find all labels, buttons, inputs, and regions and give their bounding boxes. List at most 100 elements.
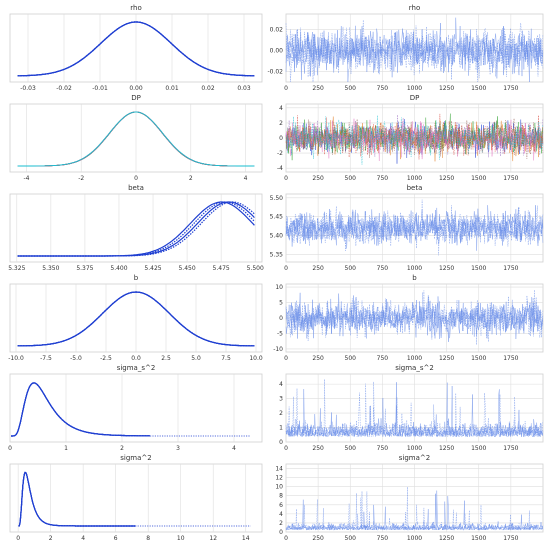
x-tick-label: 0: [284, 85, 288, 92]
panel-dp-trace: DP 0 250 500 750 1000 1250 1500 1750 -4 -2 0 2 4: [277, 94, 544, 182]
x-tick-label: 6: [114, 535, 118, 542]
x-tick-label: 1750: [503, 85, 518, 92]
x-tick-label: 10: [177, 535, 185, 542]
x-tick-label: -10.0: [8, 355, 24, 362]
y-tick-label: 12: [275, 475, 283, 482]
x-tick-label: -7.5: [40, 355, 52, 362]
x-tick-label: 0: [284, 175, 288, 182]
x-tick-label: 500: [345, 175, 357, 182]
panel-title: rho: [409, 4, 420, 12]
y-tick-label: 10: [275, 284, 283, 291]
panel-title: sigma^2: [120, 454, 151, 462]
chain-trace-line: [285, 114, 544, 158]
y-tick-label: 0.02: [270, 27, 284, 34]
panel-title: b: [134, 274, 139, 282]
x-tick-label: 5.400: [110, 265, 127, 272]
chain-trace-line: [285, 113, 544, 160]
chain-trace-line: [285, 379, 544, 438]
chain-trace-line: [285, 199, 544, 249]
chain-trace-line: [285, 493, 544, 531]
chain-density-line: [17, 111, 255, 167]
panel-title: beta: [407, 184, 423, 192]
y-tick-label: -5: [277, 330, 283, 337]
panel-title: b: [412, 274, 417, 282]
x-tick-label: 1250: [439, 355, 454, 362]
y-tick-label: 2: [279, 120, 283, 127]
x-tick-label: 3: [176, 445, 180, 452]
chain-trace-line: [285, 493, 544, 531]
y-tick-label: 0: [279, 439, 283, 446]
x-tick-label: 1500: [471, 85, 486, 92]
x-tick-label: 0.0: [131, 355, 141, 362]
panel-title: DP: [131, 94, 141, 102]
y-tick-label: 4: [279, 511, 283, 518]
x-tick-label: 0: [16, 535, 20, 542]
chain-trace-line: [285, 19, 544, 83]
panel-title: sigma_s^2: [395, 364, 434, 372]
y-tick-label: 0: [279, 135, 283, 142]
x-tick-label: 250: [312, 265, 324, 272]
x-tick-label: 1750: [503, 355, 518, 362]
x-tick-label: 250: [312, 535, 324, 542]
x-tick-label: 750: [377, 175, 389, 182]
x-tick-label: 0: [284, 445, 288, 452]
x-tick-label: 5.500: [247, 265, 264, 272]
x-tick-label: 250: [312, 355, 324, 362]
chain-trace-line: [285, 116, 544, 162]
y-tick-label: 10: [275, 484, 283, 491]
x-tick-label: -0.02: [56, 85, 72, 92]
x-tick-label: 1500: [471, 175, 486, 182]
y-tick-label: 0.00: [270, 48, 284, 55]
chain-trace-line: [285, 118, 544, 162]
panel-dp-density: DP -4 -2 0 2 4: [9, 94, 263, 182]
panel-sigma-2-density: sigma^2 0 2 4 6 8 10 12 14: [9, 454, 263, 542]
x-tick-label: 500: [345, 355, 357, 362]
panel-title: beta: [128, 184, 144, 192]
y-tick-label: 5: [279, 300, 283, 307]
x-tick-label: 0: [284, 535, 288, 542]
x-tick-label: 1000: [407, 265, 422, 272]
x-tick-label: 14: [242, 535, 250, 542]
x-tick-label: 750: [377, 355, 389, 362]
panel-rho-trace: rho 0 250 500 750 1000 1250 1500 1750 -0.02 0.00 0.…: [267, 4, 544, 92]
x-tick-label: 10.0: [249, 355, 263, 362]
chain-density-line: [11, 382, 150, 437]
x-tick-label: 4: [232, 445, 236, 452]
plot-frame: [9, 193, 263, 263]
chain-trace-line: [285, 392, 544, 438]
y-tick-label: 4: [279, 381, 283, 388]
panel-title: DP: [410, 94, 420, 102]
y-tick-label: 1: [279, 425, 283, 432]
x-tick-label: 5.375: [76, 265, 93, 272]
x-tick-label: 750: [377, 85, 389, 92]
x-tick-label: 0: [284, 355, 288, 362]
x-tick-label: 1000: [407, 535, 422, 542]
x-tick-label: 0: [8, 445, 12, 452]
chain-trace-line: [285, 118, 544, 159]
y-tick-label: 5.45: [270, 214, 284, 221]
panel-beta-density: beta 5.325 5.350 5.375 5.400 5.425 5.450 5.475 5…: [8, 184, 264, 272]
x-tick-label: 0: [284, 265, 288, 272]
x-tick-label: 1250: [439, 535, 454, 542]
y-tick-label: 2: [279, 520, 283, 527]
x-tick-label: 500: [345, 445, 357, 452]
x-tick-label: 250: [312, 445, 324, 452]
x-tick-label: 5.425: [144, 265, 161, 272]
x-tick-label: 1000: [407, 85, 422, 92]
x-tick-label: 4: [244, 175, 248, 182]
x-tick-label: 5.0: [191, 355, 201, 362]
x-tick-label: 1250: [439, 85, 454, 92]
panel-sigma-2-trace: sigma^2 0 250 500 750 1000 1250 1500 1750 0 2 4 6 8 10…: [275, 454, 544, 542]
y-tick-label: 8: [279, 493, 283, 500]
y-tick-label: 3: [279, 396, 283, 403]
y-tick-label: 6: [279, 502, 283, 509]
x-tick-label: 250: [312, 175, 324, 182]
y-tick-label: 0: [279, 315, 283, 322]
x-tick-label: 500: [345, 85, 357, 92]
x-tick-label: 8: [146, 535, 150, 542]
x-tick-label: -5.0: [70, 355, 82, 362]
x-tick-label: 0.02: [201, 85, 215, 92]
x-tick-label: 1750: [503, 265, 518, 272]
chain-trace-line: [285, 22, 544, 83]
